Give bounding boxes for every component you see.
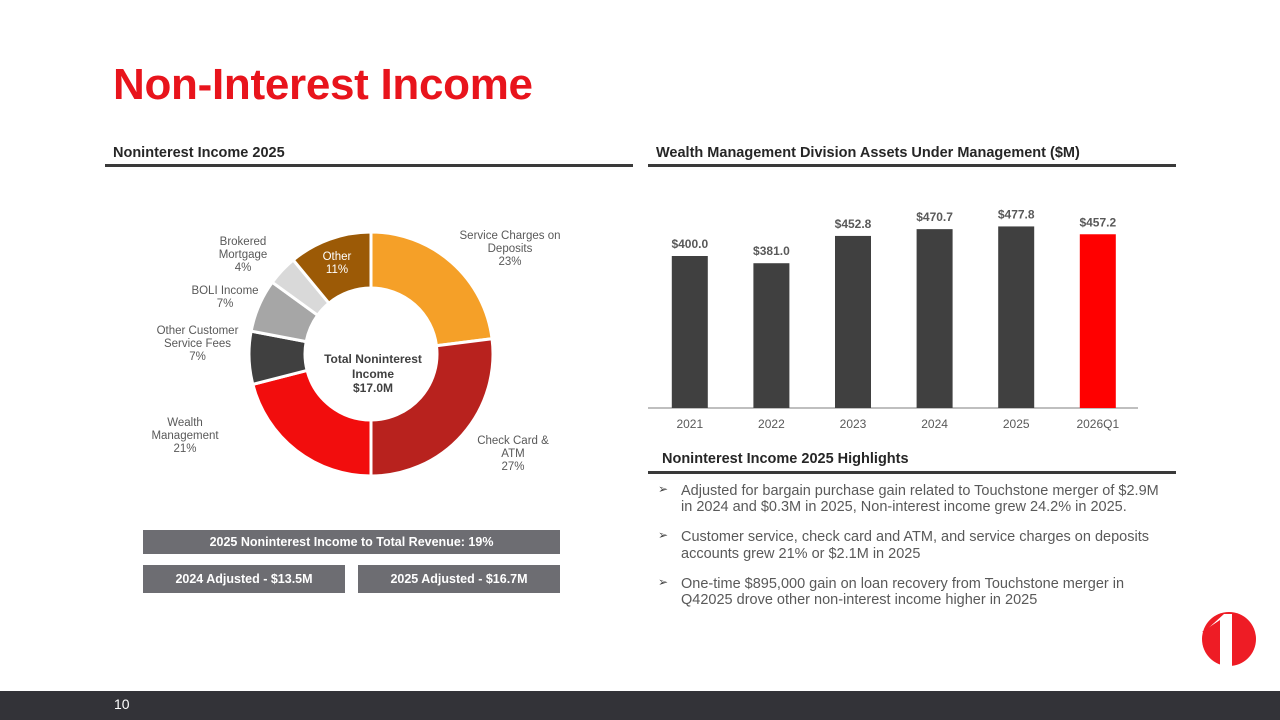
donut-center-value: $17.0M (352, 381, 394, 396)
pie-section-heading: Noninterest Income 2025 (113, 145, 285, 161)
bar-data-label: $400.0 (671, 237, 708, 251)
bar-section-heading: Wealth Management Division Assets Under … (656, 145, 1080, 161)
bar-data-label: $381.0 (753, 244, 790, 258)
highlights-rule (648, 471, 1176, 474)
slice-label-brokered-mortgage: Brokered Mortgage 4% (218, 236, 268, 275)
donut-slice-6 (291, 230, 373, 306)
highlight-item: ➢ One-time $895,000 gain on loan recovery… (658, 574, 1125, 609)
aum-bar-chart: $400.0 2021 $381.0 2022 $452.8 2023 $470.7 2024… (648, 192, 1148, 438)
revenue-ratio-box: 2025 Noninterest Income to Total Revenue… (143, 530, 560, 554)
adjusted-2025-box: 2025 Adjusted - $16.7M (358, 565, 560, 593)
adjusted-2024-box: 2024 Adjusted - $13.5M (143, 565, 345, 593)
bar-data-label: $452.8 (835, 217, 872, 231)
slice-label-boli-income: BOLI Income 7% (191, 285, 259, 311)
bar-2023 (835, 235, 871, 408)
highlight-item: ➢ Customer service, check card and ATM, a… (658, 528, 1149, 562)
bar-2021 (671, 256, 708, 408)
x-tick-label: 2024 (921, 417, 948, 431)
donut-slice-2 (251, 368, 373, 478)
x-tick-label: 2026Q1 (1076, 417, 1119, 431)
bullet-arrow-icon: ➢ (658, 482, 669, 496)
bar-2022 (753, 263, 790, 408)
x-tick-label: 2021 (676, 417, 703, 431)
donut-svg (247, 230, 495, 478)
donut-slice-1 (369, 337, 495, 478)
page-title: Non-Interest Income (113, 60, 533, 109)
x-tick-label: 2022 (758, 417, 785, 431)
slice-label-other-customer-fees: Other Customer Service Fees 7% (156, 325, 239, 364)
slice-label-service-charges: Service Charges on Deposits 23% (459, 230, 561, 269)
x-tick-label: 2023 (840, 417, 867, 431)
noninterest-income-donut: Service Charges on Deposits 23% Check Car… (140, 215, 580, 505)
bar-2025 (998, 226, 1035, 408)
bar-2026Q1 (1079, 234, 1116, 408)
slice-label-check-card: Check Card & ATM 27% (477, 435, 549, 474)
highlights-list: ➢ Adjusted for bargain purchase gain rela… (658, 482, 1168, 622)
bar-svg: $400.0 2021 $381.0 2022 $452.8 2023 $470.7 2024… (648, 207, 1138, 431)
bar-section-rule (648, 164, 1176, 167)
donut-center-label: Total Noninterest Income $17.0M (285, 338, 461, 410)
x-tick-label: 2025 (1003, 417, 1030, 431)
donut-slice-0 (369, 230, 494, 348)
highlight-item: ➢ Adjusted for bargain purchase gain rela… (658, 482, 1159, 516)
highlights-heading: Noninterest Income 2025 Highlights (662, 451, 909, 467)
bar-2024 (916, 229, 953, 408)
bullet-arrow-icon: ➢ (658, 528, 669, 543)
slice-label-wealth-management: Wealth Management 21% (151, 417, 219, 456)
company-logo-icon (1202, 612, 1256, 666)
bar-data-label: $457.2 (1079, 215, 1116, 229)
bar-data-label: $470.7 (916, 210, 953, 224)
slice-label-other: Other 11% (322, 251, 352, 277)
footer-bar: 10 (0, 691, 1280, 720)
page-number: 10 (114, 696, 130, 712)
pie-section-rule (105, 164, 633, 167)
bar-data-label: $477.8 (998, 207, 1035, 221)
bullet-arrow-icon: ➢ (658, 574, 669, 589)
